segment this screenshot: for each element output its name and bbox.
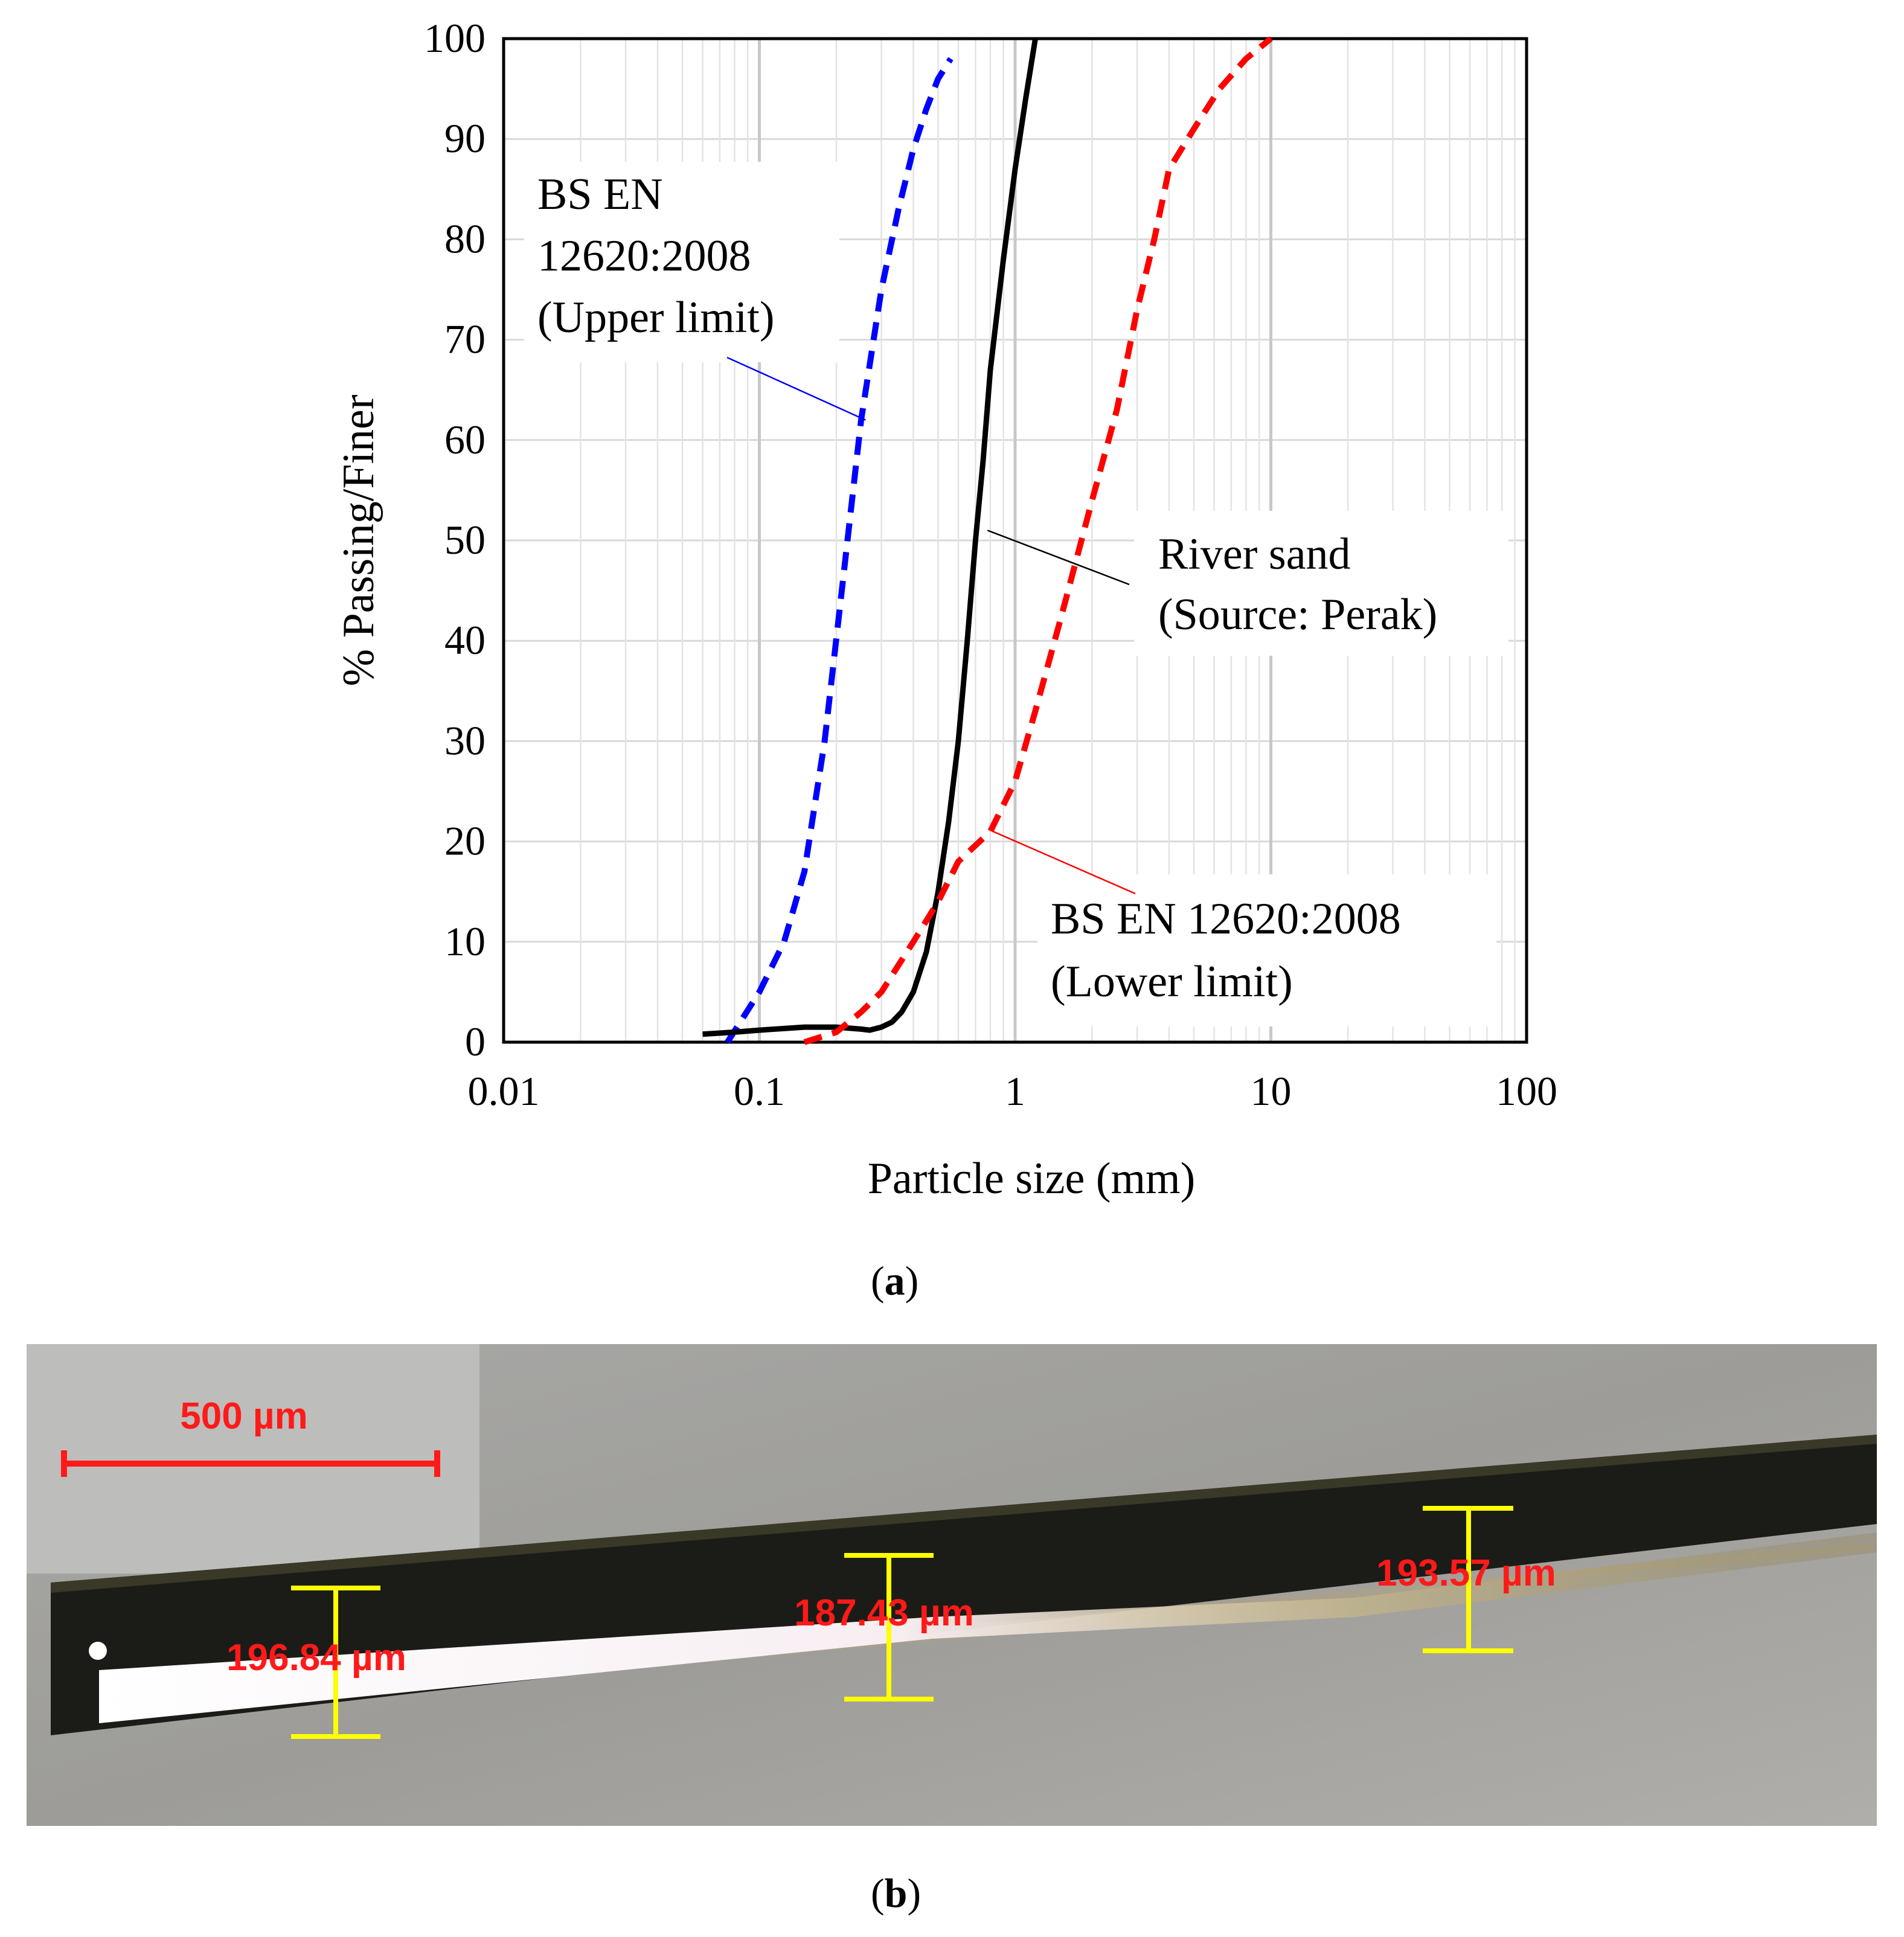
y-tick-label: 70 bbox=[444, 316, 486, 362]
x-tick-label: 0.01 bbox=[468, 1068, 540, 1114]
measurement-marker-2 bbox=[844, 1553, 934, 1702]
y-tick-label: 90 bbox=[444, 115, 486, 161]
annotation-lower-line-1: BS EN 12620:2008 bbox=[1051, 894, 1401, 944]
y-tick-label: 40 bbox=[444, 617, 486, 663]
panel-a-letter: a bbox=[884, 1258, 905, 1304]
fiber-glint bbox=[99, 1532, 1877, 1723]
scale-bar-inset bbox=[27, 1344, 479, 1574]
y-tick-labels: 0 10 20 30 40 50 60 70 80 90 100 bbox=[424, 15, 486, 1065]
annotation-lower-line-2: (Lower limit) bbox=[1051, 957, 1293, 1007]
series-line-1 bbox=[702, 38, 1038, 1037]
measurement-label-3: 193.57 µm bbox=[1376, 1552, 1556, 1594]
plot-frame bbox=[502, 37, 1528, 1044]
annotation-box-upper bbox=[524, 162, 839, 362]
y-tick-label: 30 bbox=[444, 717, 486, 763]
scale-bar-label: 500 µm bbox=[180, 1395, 308, 1437]
leader-line bbox=[992, 830, 1136, 895]
y-tick-label: 100 bbox=[424, 15, 486, 61]
panel-b-letter: b bbox=[884, 1870, 908, 1916]
y-tick-label: 50 bbox=[444, 517, 486, 563]
panel-b-open: ( bbox=[871, 1870, 885, 1916]
annotation-box-lower bbox=[1037, 874, 1496, 1026]
x-tick-label: 1 bbox=[1005, 1068, 1025, 1114]
x-tick-labels: 0.01 0.1 1 10 100 bbox=[468, 1068, 1558, 1114]
panel-label-b: (b) bbox=[871, 1869, 921, 1917]
annotation-lower-limit: BS EN 12620:2008 (Lower limit) bbox=[1051, 894, 1412, 1007]
series-line-0 bbox=[725, 57, 954, 1044]
annotation-upper-line-1: BS EN bbox=[537, 170, 663, 219]
x-axis-title: Particle size (mm) bbox=[868, 1154, 1195, 1203]
leader-line bbox=[987, 530, 1130, 586]
annotation-leaders bbox=[726, 356, 1136, 895]
fiber-top-edge bbox=[51, 1435, 1877, 1593]
measurement-marker-3 bbox=[1423, 1506, 1513, 1653]
y-tick-label: 10 bbox=[444, 918, 486, 964]
annotation-upper-line-2: 12620:2008 bbox=[537, 231, 751, 281]
panel-a-open: ( bbox=[871, 1258, 885, 1304]
annotation-river-sand: River sand (Source: Perak) bbox=[1158, 530, 1437, 639]
panel-a-close: ) bbox=[905, 1258, 919, 1304]
y-tick-label: 0 bbox=[465, 1019, 486, 1065]
series-layer bbox=[702, 36, 1273, 1045]
y-tick-label: 80 bbox=[444, 216, 486, 261]
leader-line bbox=[726, 356, 866, 421]
panel-label-a: (a) bbox=[871, 1257, 918, 1305]
panel-b-close: ) bbox=[907, 1870, 922, 1916]
annotation-upper-limit: BS EN 12620:2008 (Upper limit) bbox=[537, 170, 775, 342]
series-line-2 bbox=[803, 36, 1273, 1045]
x-tick-label: 10 bbox=[1251, 1068, 1292, 1114]
y-tick-label: 20 bbox=[444, 818, 486, 864]
annotation-river-line-2: (Source: Perak) bbox=[1158, 590, 1437, 639]
annotation-upper-line-3: (Upper limit) bbox=[537, 293, 775, 342]
y-axis-title: % Passing/Finer bbox=[334, 394, 383, 686]
measurement-label-1: 196.84 µm bbox=[226, 1637, 406, 1679]
x-tick-label: 0.1 bbox=[734, 1068, 785, 1114]
y-tick-label: 60 bbox=[444, 417, 486, 463]
measurement-marker-1 bbox=[291, 1586, 380, 1739]
particle-size-chart: 0 10 20 30 40 50 60 70 80 90 100 0.01 0.1 1 10 100 Par… bbox=[334, 15, 1558, 1203]
annotation-river-line-1: River sand bbox=[1158, 530, 1351, 579]
x-tick-label: 100 bbox=[1496, 1068, 1557, 1114]
measurement-label-2: 187.43 µm bbox=[794, 1592, 974, 1634]
fiber-end-highlight bbox=[89, 1642, 107, 1660]
fiber-micrograph: 500 µm 196.84 µm 187.43 µm 193.57 µm bbox=[27, 1344, 1877, 1826]
annotation-box-river bbox=[1134, 511, 1508, 656]
